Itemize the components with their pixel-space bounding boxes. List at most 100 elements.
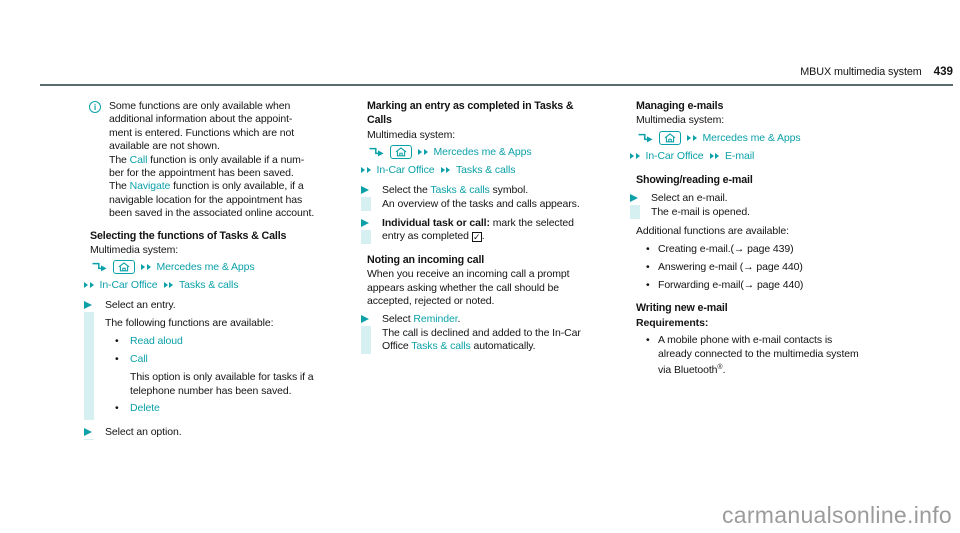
screen-path-arrow-icon <box>638 133 653 143</box>
option-call: Call <box>130 353 148 366</box>
menu-path: Mercedes me & Apps In-Car Office Tasks &… <box>84 259 364 293</box>
text-line: An overview of the tasks and calls appea… <box>382 197 580 210</box>
step-content: Select an option. <box>105 426 364 439</box>
instruction-step: Select Reminder. The call is declined an… <box>361 313 629 354</box>
text-line: telephone number has been saved. <box>130 384 292 397</box>
double-chevron-icon <box>687 134 697 141</box>
bullet-icon: • <box>646 278 650 291</box>
home-icon <box>113 260 135 275</box>
menu-item: In-Car Office <box>376 164 435 177</box>
system-label: Multimedia system: <box>367 128 456 141</box>
menu-path-row: Mercedes me & Apps <box>84 259 364 275</box>
step-content: Select the Tasks & calls symbol. An over… <box>382 184 629 211</box>
step-stripe <box>361 326 371 354</box>
step-gutter <box>630 192 640 220</box>
double-chevron-icon <box>440 167 451 174</box>
step-gutter <box>361 217 371 244</box>
page-title: MBUX multimedia system <box>800 66 922 78</box>
text-line: Individual task or call: mark the select… <box>382 217 574 230</box>
list-item: • Read aloud <box>105 335 364 348</box>
bullet-icon: • <box>646 260 650 273</box>
step-stripe <box>361 230 371 244</box>
section-heading: Managing e-mails <box>636 100 724 112</box>
text-line: Office Tasks & calls automatically. <box>382 340 536 353</box>
menu-item: E-mail <box>725 149 755 162</box>
step-triangle-icon <box>84 428 92 437</box>
menu-item: Mercedes me & Apps <box>433 146 532 159</box>
text-line: This option is only available for tasks … <box>130 371 314 384</box>
bullet-icon: • <box>646 242 650 255</box>
instruction-step: Select an entry. The following functions… <box>84 299 364 421</box>
section-heading: Calls <box>367 114 392 127</box>
step-triangle-icon <box>630 194 638 203</box>
double-chevron-icon <box>361 167 371 174</box>
text-line: The Call function is only available if a… <box>109 153 305 166</box>
instruction-step: Individual task or call: mark the select… <box>361 217 629 244</box>
instruction-step: Select an option. <box>84 426 364 440</box>
text-line: Additional functions are available: <box>636 225 789 238</box>
list-item: • Answering e-mail (→ page 440) <box>646 261 905 274</box>
text-line: The e-mail is opened. <box>651 205 750 218</box>
menu-item: Mercedes me & Apps <box>702 131 801 144</box>
instruction-step: Select an e-mail. The e-mail is opened. <box>630 192 905 220</box>
text-line: via Bluetooth®. <box>658 364 726 377</box>
text-line: Select the Tasks & calls symbol. <box>382 184 529 197</box>
text-line: already connected to the multimedia syst… <box>658 347 859 360</box>
text-line: entry as completed ✓. <box>382 230 485 243</box>
step-content: Select an entry. The following functions… <box>105 299 364 420</box>
list-item: • Creating e-mail.(→ page 439) <box>646 243 905 256</box>
step-gutter <box>84 426 94 440</box>
section-heading: Showing/reading e-mail <box>636 173 753 186</box>
text-line: The Navigate function is only available,… <box>109 180 304 193</box>
info-icon: i <box>89 101 101 113</box>
watermark: carmanualsonline.info <box>721 502 952 528</box>
double-chevron-icon <box>630 152 640 159</box>
step-triangle-icon <box>84 301 92 310</box>
option-delete: Delete <box>130 402 160 415</box>
menu-item: In-Car Office <box>99 279 158 292</box>
step-stripe <box>361 197 371 212</box>
text-line: When you receive an incoming call a prom… <box>367 268 570 281</box>
step-content: Select an e-mail. The e-mail is opened. <box>651 192 905 219</box>
text-line: Select an e-mail. <box>651 192 728 205</box>
section-heading: Writing new e-mail <box>636 302 728 315</box>
text-line: The following functions are available: <box>105 317 274 330</box>
text-line: The call is declined and added to the In… <box>382 326 581 339</box>
step-triangle-icon <box>361 219 369 228</box>
page-ref: Creating e-mail.(→ page 439) <box>658 242 794 255</box>
checkbox-checked-icon: ✓ <box>471 232 482 243</box>
menu-path-row: Mercedes me & Apps <box>630 130 905 146</box>
double-chevron-icon <box>84 282 94 289</box>
step-gutter <box>361 184 371 212</box>
instruction-step: Select the Tasks & calls symbol. An over… <box>361 184 629 212</box>
section-heading: Selecting the functions of Tasks & Calls <box>90 229 287 242</box>
step-gutter <box>84 299 94 421</box>
reminder-ref: Reminder <box>413 313 458 326</box>
tasks-calls-ref: Tasks & calls <box>411 340 471 353</box>
step-stripe <box>84 312 94 421</box>
info-note: i Some functions are only available when… <box>84 100 364 221</box>
menu-path-row: In-Car Office E-mail <box>630 148 905 164</box>
double-chevron-icon <box>418 149 428 156</box>
navigate-function-ref: Navigate <box>129 180 171 193</box>
section-heading: Marking an entry as completed in Tasks & <box>367 100 574 112</box>
page-ref: Forwarding e-mail(→ page 440) <box>658 278 804 291</box>
list-item: • Call <box>105 353 364 366</box>
requirements-label: Requirements: <box>636 316 709 329</box>
double-chevron-icon <box>163 282 174 289</box>
system-label: Multimedia system: <box>636 114 725 127</box>
home-icon <box>390 145 412 160</box>
step-gutter <box>361 313 371 354</box>
bullet-icon: • <box>115 353 119 366</box>
text-line: A mobile phone with e-mail contacts is <box>658 334 833 347</box>
column-right: Managing e-mails Multimedia system: Merc… <box>630 100 905 382</box>
text-line: navigable location for the appointment h… <box>109 193 303 206</box>
menu-path-row: In-Car Office Tasks & calls <box>361 162 629 178</box>
list-item: • Delete <box>105 402 364 415</box>
step-content: Individual task or call: mark the select… <box>382 217 629 244</box>
text-line: Select an option. <box>105 426 182 439</box>
page-number: 439 <box>933 65 953 78</box>
list-item: • Forwarding e-mail(→ page 440) <box>646 279 905 292</box>
double-chevron-icon <box>709 152 720 159</box>
system-label: Multimedia system: <box>90 244 179 257</box>
